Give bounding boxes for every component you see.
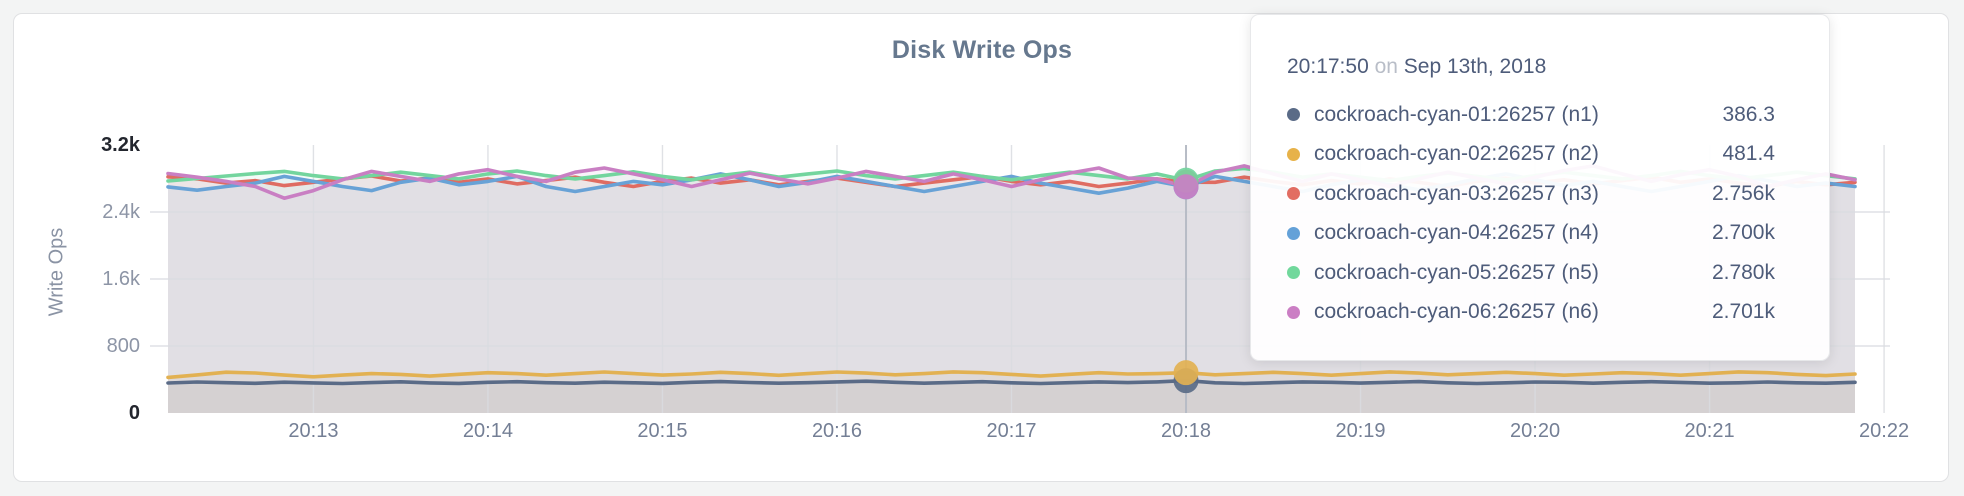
series-color-dot-n5 bbox=[1287, 266, 1300, 280]
tooltip-series-label: cockroach-cyan-01:26257 (n1) bbox=[1314, 102, 1599, 126]
tooltip-series-value: 2.756k bbox=[1711, 181, 1775, 205]
tooltip-date: Sep 13th, 2018 bbox=[1403, 55, 1547, 78]
series-color-dot-n2 bbox=[1287, 147, 1300, 161]
tooltip-series-value: 386.3 bbox=[1722, 102, 1775, 126]
tooltip-series-value: 481.4 bbox=[1722, 142, 1775, 166]
tooltip-series-label: cockroach-cyan-06:26257 (n6) bbox=[1314, 300, 1599, 324]
tooltip-series-value: 2.700k bbox=[1711, 221, 1775, 245]
chart-title: Disk Write Ops bbox=[891, 36, 1073, 64]
tooltip-row-n2: cockroach-cyan-02:26257 (n2) 481.4 bbox=[1287, 135, 1775, 175]
tooltip-row-n5: cockroach-cyan-05:26257 (n5) 2.780k bbox=[1287, 253, 1775, 293]
series-line-n2 bbox=[166, 370, 1857, 380]
series-color-dot-n3 bbox=[1287, 187, 1300, 201]
tooltip-series-value: 2.780k bbox=[1711, 260, 1775, 284]
tooltip-row-n6: cockroach-cyan-06:26257 (n6) 2.701k bbox=[1287, 293, 1775, 333]
tooltip-series-label: cockroach-cyan-02:26257 (n2) bbox=[1314, 142, 1599, 166]
tooltip-timestamp: 20:17:50 on Sep 13th, 2018 bbox=[1287, 53, 1775, 81]
tooltip-series-label: cockroach-cyan-04:26257 (n4) bbox=[1314, 221, 1599, 245]
tooltip-on-word: on bbox=[1374, 55, 1398, 78]
chart-tooltip: 20:17:50 on Sep 13th, 2018 cockroach-cya… bbox=[1250, 14, 1830, 361]
tooltip-time: 20:17:50 bbox=[1287, 55, 1369, 78]
tooltip-row-n4: cockroach-cyan-04:26257 (n4) 2.700k bbox=[1287, 214, 1775, 254]
series-line-n1 bbox=[166, 378, 1857, 386]
tooltip-rows: cockroach-cyan-01:26257 (n1) 386.3 cockroa… bbox=[1287, 95, 1775, 332]
series-color-dot-n6 bbox=[1287, 305, 1300, 319]
tooltip-row-n1: cockroach-cyan-01:26257 (n1) 386.3 bbox=[1287, 95, 1775, 135]
tooltip-series-label: cockroach-cyan-05:26257 (n5) bbox=[1314, 260, 1599, 284]
tooltip-series-value: 2.701k bbox=[1711, 300, 1775, 324]
tooltip-row-n3: cockroach-cyan-03:26257 (n3) 2.756k bbox=[1287, 174, 1775, 214]
hover-dot-n6 bbox=[1173, 174, 1199, 200]
tooltip-series-label: cockroach-cyan-03:26257 (n3) bbox=[1314, 181, 1599, 205]
hover-dot-n2 bbox=[1173, 360, 1199, 386]
y-axis-title: Write Ops bbox=[45, 227, 68, 317]
series-color-dot-n4 bbox=[1287, 226, 1300, 240]
series-color-dot-n1 bbox=[1287, 108, 1300, 122]
